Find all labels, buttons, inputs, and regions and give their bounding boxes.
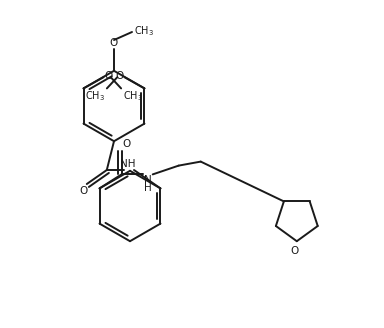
Text: O: O	[79, 186, 88, 196]
Text: H: H	[144, 183, 151, 193]
Text: CH$_3$: CH$_3$	[123, 90, 143, 103]
Text: N: N	[144, 175, 151, 185]
Text: O: O	[115, 72, 123, 81]
Text: NH: NH	[120, 159, 136, 169]
Text: CH$_3$: CH$_3$	[85, 90, 105, 103]
Text: O: O	[105, 72, 113, 81]
Text: O: O	[123, 139, 131, 149]
Text: O: O	[110, 38, 118, 48]
Text: O: O	[291, 246, 299, 256]
Text: CH$_3$: CH$_3$	[134, 24, 154, 38]
